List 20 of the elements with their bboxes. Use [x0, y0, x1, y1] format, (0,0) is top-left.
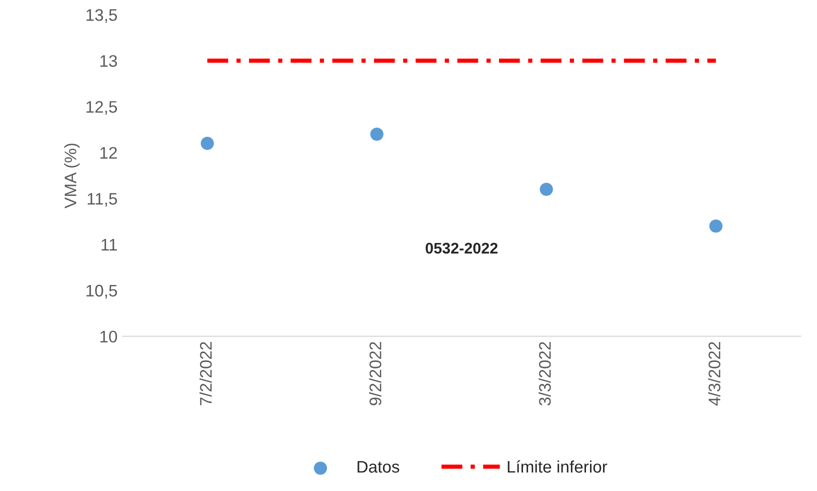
- y-tick-label: 13,5: [86, 9, 117, 23]
- annotation: 0532-2022: [426, 242, 498, 254]
- y-tick-label: 13: [100, 55, 117, 67]
- point: [200, 136, 214, 150]
- x-tick-label: 7/2/2022: [200, 342, 212, 406]
- point: [540, 182, 553, 196]
- x-tick-label: 9/2/2022: [369, 342, 382, 406]
- y-axis-title: VMA (%): [64, 144, 80, 208]
- point: [370, 128, 384, 141]
- y-tick-label: 10: [100, 330, 118, 343]
- point: [709, 219, 722, 233]
- y-tick-label: 11: [102, 239, 117, 250]
- y-tick-label: 10,5: [86, 284, 117, 299]
- x-tick-label: 3/3/2022: [538, 342, 551, 406]
- x-tick-label: 4/3/2022: [708, 342, 720, 406]
- y-tick-label: 12,5: [86, 101, 117, 115]
- y-tick-label: 11,5: [88, 193, 117, 207]
- legend-label: Límite inferior: [508, 460, 608, 473]
- legend-label: Datos: [358, 461, 400, 473]
- y-tick-label: 12: [100, 146, 117, 159]
